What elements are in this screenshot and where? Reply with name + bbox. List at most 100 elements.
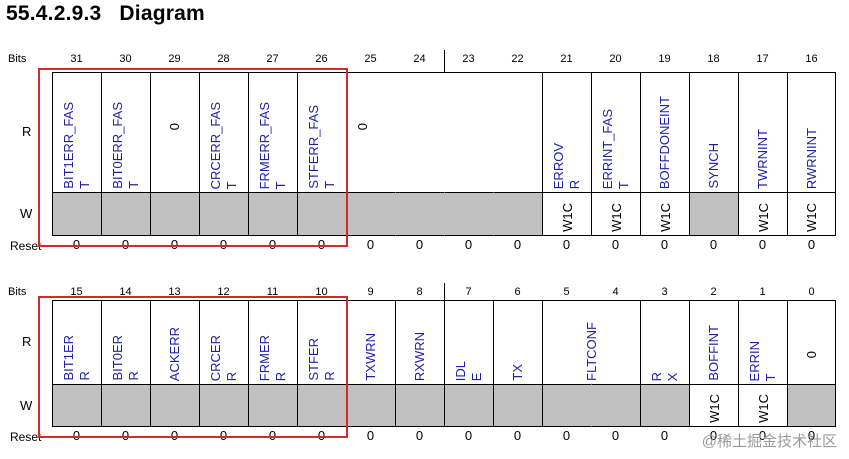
reset-row-label: Reset [10,430,42,444]
field-name-wrap: BOFFDONEINT [641,96,689,189]
reset-value: 0 [219,428,228,443]
field-lower-1: BIT0ER R [101,300,150,384]
bit-number: 16 [805,53,818,65]
w1c-wrap: W1C [592,203,640,232]
write-cell-reserved [297,384,346,427]
write-cell-w1c: W1C [591,192,640,236]
field-lower-3: CRCER R [199,300,248,384]
bit-number: 26 [315,53,328,65]
w1c-label: W1C [804,203,819,232]
write-cell-reserved [591,384,640,427]
bit-number: 3 [661,286,668,298]
write-cell-w1c: W1C [738,192,787,236]
field-name: 0 [803,351,819,359]
reset-value: 0 [758,237,767,252]
byte-divider-tick [444,283,445,305]
reset-value: 0 [170,428,179,443]
reset-value: 0 [317,237,326,252]
write-cell-reserved [640,384,689,427]
bit-number: 29 [168,53,181,65]
field-name: FLTCONF [583,322,599,381]
field-name-wrap: RXWRN [396,332,444,381]
register-lower-half: Bits 15 14 13 12 11 10 9 8 7 6 5 4 3 2 1 0 R W Reset BIT1ER … [0,283,849,453]
bit-number: 28 [217,53,230,65]
field-upper-5: STFERR_FAS T [297,72,346,192]
reset-value: 0 [72,237,81,252]
reset-value: 0 [72,428,81,443]
reset-value: 0 [513,428,522,443]
field-name-wrap: ERRINT_FAS T [592,109,640,189]
field-name: TX [510,364,525,381]
write-cell-reserved [444,192,493,236]
field-name-wrap: ERRIN T [739,341,787,381]
reset-value: 0 [562,428,571,443]
reset-value: 0 [366,237,375,252]
reset-value: 0 [219,237,228,252]
field-upper-12: RWRNINT [787,72,836,192]
bit-number: 19 [658,53,671,65]
field-lower-0: BIT1ER R [52,300,101,384]
field-upper-1: BIT0ERR_FAS T [101,72,150,192]
write-cell-reserved [689,192,738,236]
section-number: 55.4.2.9.3 [6,2,102,25]
bit-number: 20 [609,53,622,65]
write-cell-reserved [150,192,199,236]
reset-value: 0 [611,237,620,252]
byte-divider-tick [444,50,445,72]
field-lower-6: TXWRN [346,300,395,384]
field-name: 0 [355,123,370,131]
section-title: 55.4.2.9.3 Diagram [6,2,205,26]
field-name: TXWRN [363,333,378,381]
reset-value: 0 [317,428,326,443]
field-upper-10: SYNCH [689,72,738,192]
field-upper-7: ERROV R [542,72,591,192]
w1c-wrap: W1C [543,203,591,232]
write-cell-reserved [297,192,346,236]
bit-number: 0 [808,286,815,298]
field-lower-5: STFER R [297,300,346,384]
w1c-wrap: W1C [690,394,738,423]
reset-value: 0 [415,237,424,252]
section-heading: Diagram [119,2,205,25]
write-cell-reserved [101,192,150,236]
write-cell-reserved [395,384,444,427]
field-name: BOFFINT [706,325,721,381]
field-upper-9: BOFFDONEINT [640,72,689,192]
bit-number: 2 [710,286,717,298]
w1c-label: W1C [559,203,575,232]
write-cell-reserved [542,384,591,427]
w1c-label: W1C [706,394,722,423]
field-name: ERRINT_FAS T [600,108,631,189]
bit-number: 15 [70,286,83,298]
write-cell-reserved [248,384,297,427]
bit-number: 8 [416,286,423,298]
bit-number: 31 [70,53,83,65]
write-cell-reserved [248,192,297,236]
w1c-wrap: W1C [641,203,689,232]
reset-value: 0 [611,428,620,443]
reset-value: 0 [415,428,424,443]
field-name-wrap: 0 [347,123,542,130]
field-upper-8: ERRINT_FAS T [591,72,640,192]
write-cell-reserved [199,384,248,427]
write-cell-w1c: W1C [738,384,787,427]
w1c-label: W1C [657,203,673,232]
write-cell-w1c: W1C [787,192,836,236]
reset-value: 0 [366,428,375,443]
bit-number: 17 [756,53,769,65]
field-name: ERROV R [551,142,582,189]
field-lower-12: BOFFINT [689,300,738,384]
write-cell-reserved [150,384,199,427]
w1c-wrap: W1C [739,203,787,232]
write-cell-reserved [444,384,493,427]
field-name: RWRNINT [803,127,819,189]
write-cell-reserved [52,384,101,427]
reset-value: 0 [513,237,522,252]
bit-number: 27 [266,53,279,65]
field-lower-10: FLTCONF [542,300,640,384]
field-upper-2: 0 [150,72,199,192]
write-cell-reserved [493,192,542,236]
read-row-label: R [22,334,32,349]
bit-number: 4 [612,286,619,298]
field-name-wrap: TXWRN [347,333,395,381]
